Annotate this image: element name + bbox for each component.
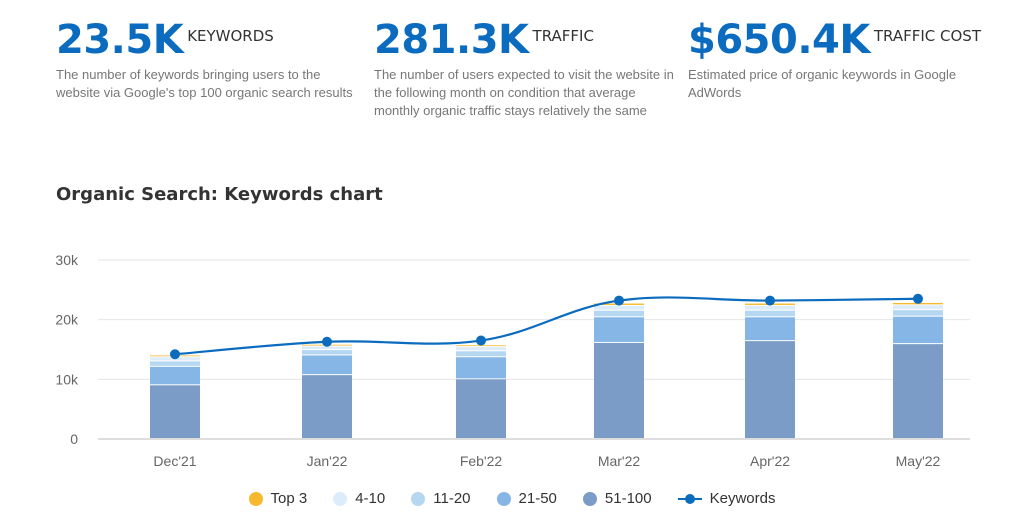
y-tick-label: 10k [55, 371, 79, 387]
bar-segment [456, 351, 506, 357]
bar-segment [302, 350, 352, 355]
bar-segment [745, 305, 795, 310]
x-tick-label: Jan'22 [307, 453, 348, 469]
x-tick-label: Apr'22 [750, 453, 790, 469]
keywords-point [765, 295, 775, 306]
bar-segment [745, 310, 795, 317]
legend-label: 51-100 [604, 490, 652, 507]
legend-label: Top 3 [270, 490, 308, 507]
keywords-label: KEYWORDS [187, 27, 274, 45]
bar-segment [456, 379, 506, 438]
bar-segment [745, 317, 795, 341]
bar-segment [456, 345, 506, 347]
traffic-cost-label: TRAFFIC COST [873, 27, 981, 45]
legend-item[interactable]: 51-100 [582, 490, 652, 507]
legend-dot-icon [496, 491, 511, 506]
bar-segment [893, 305, 943, 310]
legend-item[interactable]: Top 3 [248, 490, 308, 507]
chart-legend: Top 3 4-10 11-20 21-50 51-100 Keywords [0, 490, 1024, 507]
traffic-metric: 281.3K TRAFFIC The number of users expec… [374, 18, 684, 120]
legend-dot-icon [411, 491, 426, 506]
traffic-cost-value: $650.4K [688, 17, 870, 63]
x-tick-label: Mar'22 [598, 453, 641, 469]
keywords-point [476, 335, 486, 346]
legend-item[interactable]: Keywords [677, 490, 776, 507]
legend-label: 4-10 [355, 490, 386, 507]
legend-label: 11-20 [433, 490, 471, 507]
bar-segment [745, 341, 795, 438]
bar-segment [150, 385, 200, 438]
legend-label: Keywords [709, 490, 776, 507]
legend-dot-icon [333, 491, 348, 506]
chart-title: Organic Search: Keywords chart [56, 184, 383, 205]
bar-segment [893, 310, 943, 316]
legend-dot-icon [248, 491, 263, 506]
bar-segment [302, 355, 352, 375]
legend-dot-icon [582, 491, 597, 506]
legend-item[interactable]: 4-10 [333, 490, 385, 507]
y-tick-label: 0 [70, 431, 78, 447]
keywords-point [614, 295, 624, 306]
x-tick-label: Feb'22 [460, 453, 503, 469]
keywords-value: 23.5K [56, 17, 184, 63]
bar-segment [594, 317, 644, 342]
bar-segment [150, 366, 200, 385]
traffic-description: The number of users expected to visit th… [374, 67, 674, 118]
traffic-cost-metric: $650.4K TRAFFIC COST Estimated price of … [688, 17, 981, 102]
bar-segment [893, 344, 943, 438]
traffic-label: TRAFFIC [532, 27, 594, 45]
bar-segment [302, 375, 352, 438]
keywords-line [174, 296, 919, 356]
bar-segment [893, 316, 943, 344]
traffic-value: 281.3K [374, 17, 529, 63]
x-tick-label: May'22 [896, 453, 941, 469]
traffic-cost-description: Estimated price of organic keywords in G… [688, 67, 957, 100]
keywords-point [322, 336, 332, 347]
legend-item[interactable]: 21-50 [496, 490, 557, 507]
x-tick-label: Dec'21 [153, 453, 196, 469]
legend-item[interactable]: 11-20 [411, 490, 471, 507]
bar-segment [594, 305, 644, 310]
keywords-metric: 23.5K KEYWORDS The number of keywords br… [56, 18, 366, 102]
bar-segment [150, 361, 200, 366]
keywords-point [170, 349, 180, 360]
bar-segment [456, 357, 506, 379]
bar-segment [302, 346, 352, 350]
y-tick-label: 20k [55, 312, 79, 328]
keywords-description: The number of keywords bringing users to… [56, 67, 353, 100]
line-marker-icon [677, 492, 702, 506]
bar-segment [594, 310, 644, 317]
legend-label: 21-50 [518, 490, 557, 507]
y-tick-label: 30k [55, 252, 79, 268]
keywords-point [913, 293, 923, 304]
bar-segment [456, 347, 506, 351]
bar-segment [594, 342, 644, 438]
